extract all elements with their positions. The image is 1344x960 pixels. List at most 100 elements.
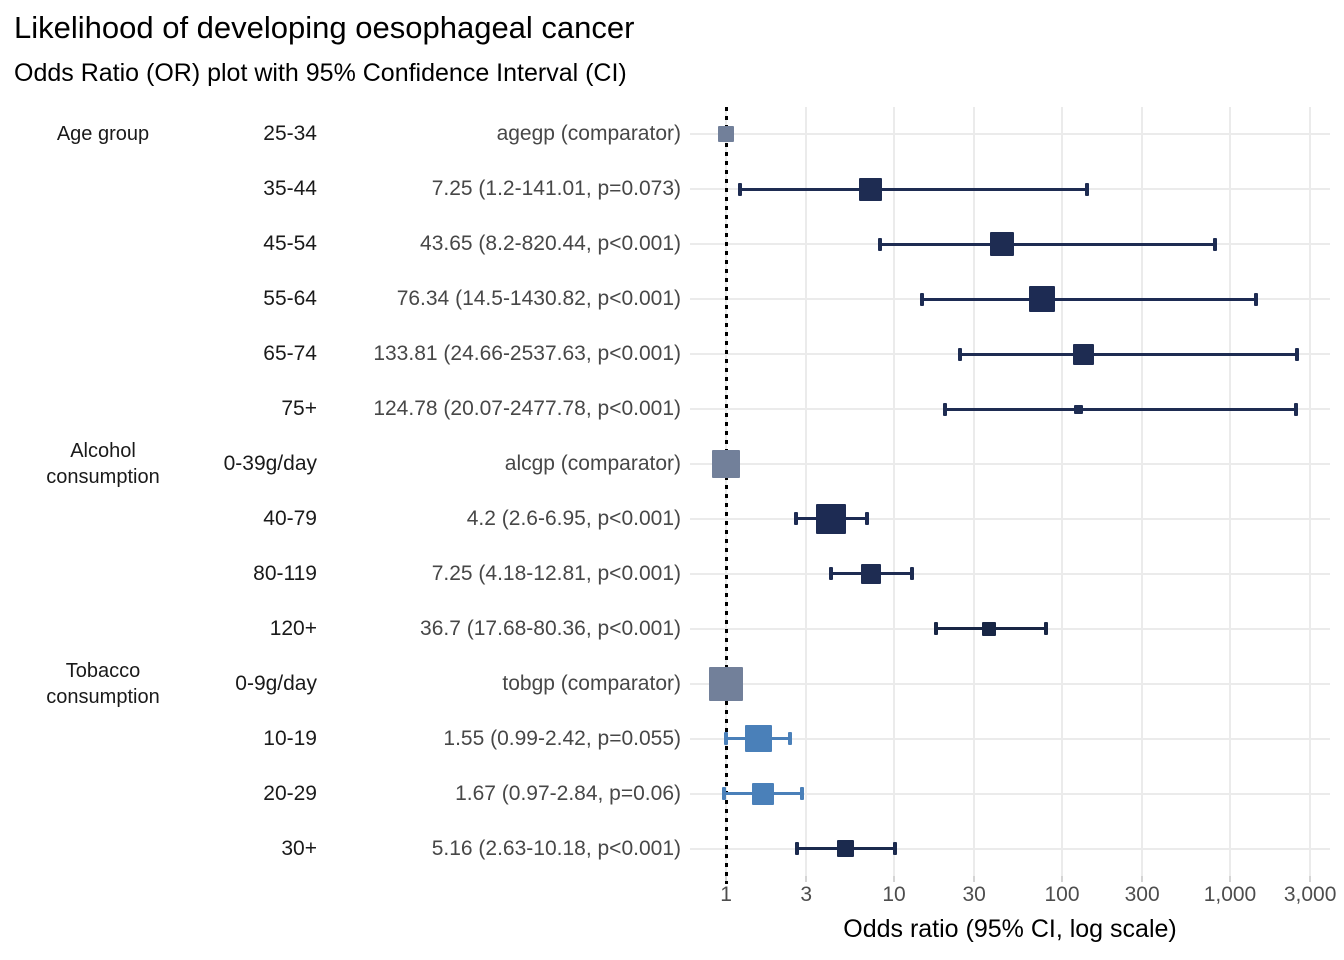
- level-label: 20-29: [263, 781, 317, 805]
- ci-cap-left: [723, 732, 728, 746]
- level-label: 0-39g/day: [223, 452, 317, 476]
- v-gridline: [893, 107, 896, 876]
- x-tick: [973, 876, 976, 882]
- x-tick-label: 10: [882, 883, 906, 906]
- x-axis-title: Odds ratio (95% CI, log scale): [843, 915, 1177, 943]
- value-label: agegp (comparator): [496, 122, 681, 146]
- x-tick-label: 3: [800, 883, 813, 906]
- value-label: 36.7 (17.68-80.36, p<0.001): [420, 616, 681, 640]
- x-tick-label: 100: [1044, 883, 1080, 906]
- ci-cap-left: [722, 787, 727, 801]
- value-label: 4.2 (2.6-6.95, p<0.001): [466, 506, 681, 530]
- level-label: 80-119: [253, 561, 317, 585]
- ci-cap-left: [943, 402, 948, 416]
- ci-cap-left: [958, 347, 963, 361]
- ci-cap-right: [1084, 182, 1089, 196]
- reference-line-or-1: [724, 107, 728, 884]
- or-marker: [989, 232, 1014, 257]
- x-tick: [805, 876, 808, 882]
- x-tick: [1228, 876, 1231, 882]
- ci-cap-right: [1295, 347, 1300, 361]
- ci-errorbar: [959, 352, 1298, 356]
- level-label: 40-79: [263, 506, 317, 530]
- ci-cap-right: [892, 842, 897, 856]
- h-gridline: [690, 847, 1330, 850]
- x-tick-label: 1,000: [1203, 883, 1257, 906]
- or-marker: [1072, 343, 1094, 365]
- or-marker: [718, 126, 735, 143]
- ci-cap-right: [1213, 237, 1218, 251]
- h-gridline: [690, 463, 1330, 466]
- or-marker: [1073, 404, 1083, 414]
- ci-cap-left: [828, 567, 833, 581]
- v-gridline: [805, 107, 808, 876]
- group-label: Alcohol consumption: [46, 440, 160, 489]
- value-label: 133.81 (24.66-2537.63, p<0.001): [373, 342, 681, 366]
- x-tick: [893, 876, 896, 882]
- group-label: Tobacco consumption: [46, 659, 160, 708]
- level-label: 45-54: [263, 232, 317, 256]
- x-tick: [1309, 876, 1312, 882]
- or-marker: [744, 725, 772, 753]
- value-label: alcgp (comparator): [504, 452, 681, 476]
- v-gridline: [1141, 107, 1144, 876]
- chart-subtitle: Odds Ratio (OR) plot with 95% Confidence…: [14, 59, 627, 87]
- or-marker: [860, 563, 881, 584]
- x-tick: [1061, 876, 1063, 882]
- value-label: 124.78 (20.07-2477.78, p<0.001): [373, 397, 681, 421]
- value-label: 43.65 (8.2-820.44, p<0.001): [420, 232, 681, 256]
- ci-cap-left: [795, 842, 800, 856]
- level-label: 120+: [269, 616, 317, 640]
- or-marker: [859, 177, 883, 201]
- level-label: 75+: [281, 397, 317, 421]
- or-marker: [981, 621, 996, 636]
- v-gridline: [1228, 107, 1231, 876]
- h-gridline: [690, 517, 1330, 520]
- ci-cap-right: [909, 567, 914, 581]
- or-marker: [837, 840, 855, 858]
- or-marker: [752, 782, 775, 805]
- ci-cap-left: [737, 182, 742, 196]
- x-tick: [1141, 876, 1144, 882]
- or-marker: [712, 450, 741, 479]
- ci-cap-right: [864, 512, 869, 526]
- or-marker: [1029, 286, 1056, 313]
- ci-cap-right: [1253, 292, 1258, 306]
- or-marker: [709, 666, 744, 701]
- chart-title: Likelihood of developing oesophageal can…: [14, 10, 635, 45]
- ci-cap-right: [799, 787, 804, 801]
- x-tick-label: 30: [962, 883, 986, 906]
- ci-cap-left: [878, 237, 883, 251]
- level-label: 10-19: [263, 726, 317, 750]
- v-gridline: [1061, 107, 1063, 876]
- or-marker: [815, 503, 846, 534]
- value-label: 7.25 (4.18-12.81, p<0.001): [431, 561, 681, 585]
- ci-errorbar: [739, 187, 1088, 191]
- ci-cap-left: [794, 512, 799, 526]
- value-label: 1.67 (0.97-2.84, p=0.06): [455, 781, 681, 805]
- x-tick-label: 300: [1124, 883, 1160, 906]
- value-label: 7.25 (1.2-141.01, p=0.073): [431, 177, 681, 201]
- x-tick-label: 3,000: [1283, 883, 1337, 906]
- level-label: 65-74: [263, 342, 317, 366]
- v-gridline: [973, 107, 976, 876]
- level-label: 0-9g/day: [235, 671, 317, 695]
- ci-cap-right: [1293, 402, 1298, 416]
- value-label: 1.55 (0.99-2.42, p=0.055): [443, 726, 681, 750]
- ci-cap-left: [919, 292, 924, 306]
- group-label: Age group: [56, 123, 150, 146]
- value-label: 5.16 (2.63-10.18, p<0.001): [431, 836, 681, 860]
- level-label: 35-44: [263, 177, 317, 201]
- x-tick-label: 1: [720, 883, 732, 906]
- ci-errorbar: [921, 297, 1257, 301]
- value-label: 76.34 (14.5-1430.82, p<0.001): [396, 287, 681, 311]
- ci-cap-right: [1043, 622, 1048, 636]
- ci-cap-left: [934, 622, 939, 636]
- ci-cap-right: [788, 732, 793, 746]
- h-gridline: [690, 792, 1330, 795]
- level-label: 25-34: [263, 122, 317, 146]
- ci-errorbar: [879, 242, 1216, 246]
- h-gridline: [690, 737, 1330, 740]
- h-gridline: [690, 133, 1330, 136]
